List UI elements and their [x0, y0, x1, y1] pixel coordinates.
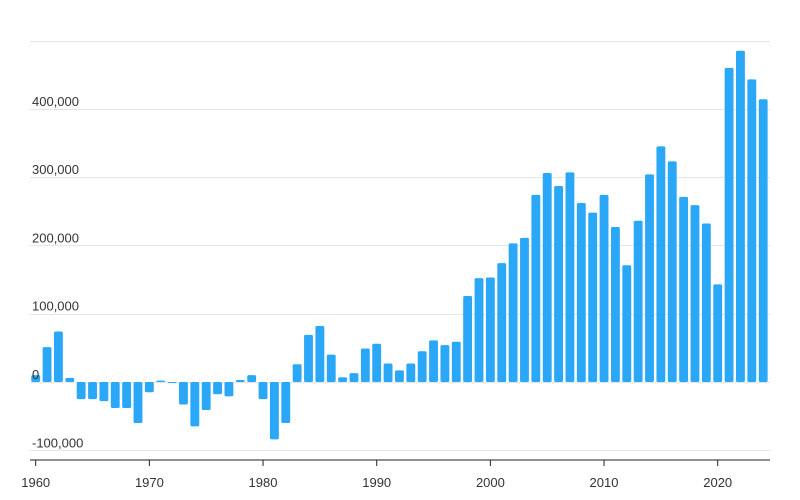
bar-1999 [474, 278, 484, 382]
bar-1984 [304, 334, 313, 382]
bar-1972 [167, 382, 177, 383]
bar-2018 [690, 205, 700, 382]
bar-2015 [656, 146, 666, 382]
x-tick-label: 1960 [21, 475, 50, 490]
bar-2014 [645, 174, 654, 382]
bar-1979 [247, 375, 257, 382]
bar-2010 [599, 194, 609, 382]
bar-1996 [440, 345, 450, 382]
bar-1963 [65, 377, 75, 382]
x-tick-label: 2020 [703, 475, 732, 490]
bar-1991 [383, 363, 393, 382]
bar-2020 [713, 284, 723, 382]
x-tick-label: 1990 [362, 475, 391, 490]
x-tick-label: 1970 [135, 475, 164, 490]
bar-1990 [372, 343, 382, 382]
x-tick-label: 2010 [590, 475, 619, 490]
bar-1961 [42, 347, 52, 382]
bar-2001 [497, 263, 507, 382]
bar-2022 [736, 50, 745, 382]
bar-2002 [508, 243, 518, 382]
y-tick-label: 300,000 [32, 162, 79, 177]
bar-1998 [463, 295, 473, 382]
bar-1971 [156, 380, 166, 382]
bar-2024 [758, 99, 768, 383]
bar-1974 [190, 382, 200, 427]
bar-2005 [542, 173, 552, 382]
bar-2003 [520, 237, 529, 382]
bar-1976 [213, 382, 222, 395]
y-tick-label: 100,000 [32, 299, 79, 314]
bar-1969 [133, 382, 143, 423]
y-tick-label: -100,000 [32, 435, 83, 450]
bar-1983 [292, 364, 302, 382]
bar-1973 [179, 382, 188, 405]
bar-1978 [235, 379, 245, 382]
bar-1960 [31, 375, 41, 382]
bar-2012 [622, 265, 632, 382]
bar-1982 [281, 382, 291, 423]
bar-2019 [701, 223, 711, 382]
bar-1993 [406, 363, 416, 382]
bar-1997 [451, 341, 461, 382]
bar-2004 [531, 194, 541, 382]
bar-1987 [338, 377, 348, 382]
bar-2009 [588, 212, 598, 382]
bar-1992 [395, 370, 404, 382]
bar-1989 [360, 348, 370, 382]
bar-2011 [610, 226, 620, 382]
bars [31, 50, 768, 440]
bar-1964 [76, 382, 86, 400]
bar-1977 [224, 382, 234, 397]
y-tick-label: 200,000 [32, 230, 79, 245]
bar-1975 [201, 382, 211, 410]
bar-2013 [633, 220, 643, 382]
bar-1981 [269, 382, 279, 440]
bar-1995 [429, 340, 438, 382]
bar-2021 [724, 67, 734, 382]
bar-1988 [349, 373, 359, 382]
bar-1967 [110, 382, 120, 408]
bar-1965 [88, 382, 97, 400]
bar-2008 [576, 203, 586, 382]
bar-1970 [144, 382, 154, 393]
bar-2017 [679, 196, 689, 382]
bar-1980 [258, 382, 268, 400]
bar-2016 [667, 161, 677, 382]
y-tick-label: 0 [32, 367, 39, 382]
bar-2023 [747, 79, 757, 383]
bar-1966 [99, 382, 109, 402]
bar-1968 [122, 382, 132, 408]
bar-1994 [417, 351, 427, 382]
x-tick-label: 2000 [476, 475, 505, 490]
bar-2006 [554, 185, 564, 382]
y-tick-label: 400,000 [32, 94, 79, 109]
bar-1985 [315, 325, 325, 382]
bar-2000 [485, 277, 495, 382]
axis-labels: -100,000 0 100,000 200,000 300,000 400,000 196… [21, 94, 732, 490]
bar-1962 [53, 331, 63, 382]
x-tick-label: 1980 [249, 475, 278, 490]
bar-1986 [326, 354, 336, 382]
bar-2007 [565, 172, 575, 382]
